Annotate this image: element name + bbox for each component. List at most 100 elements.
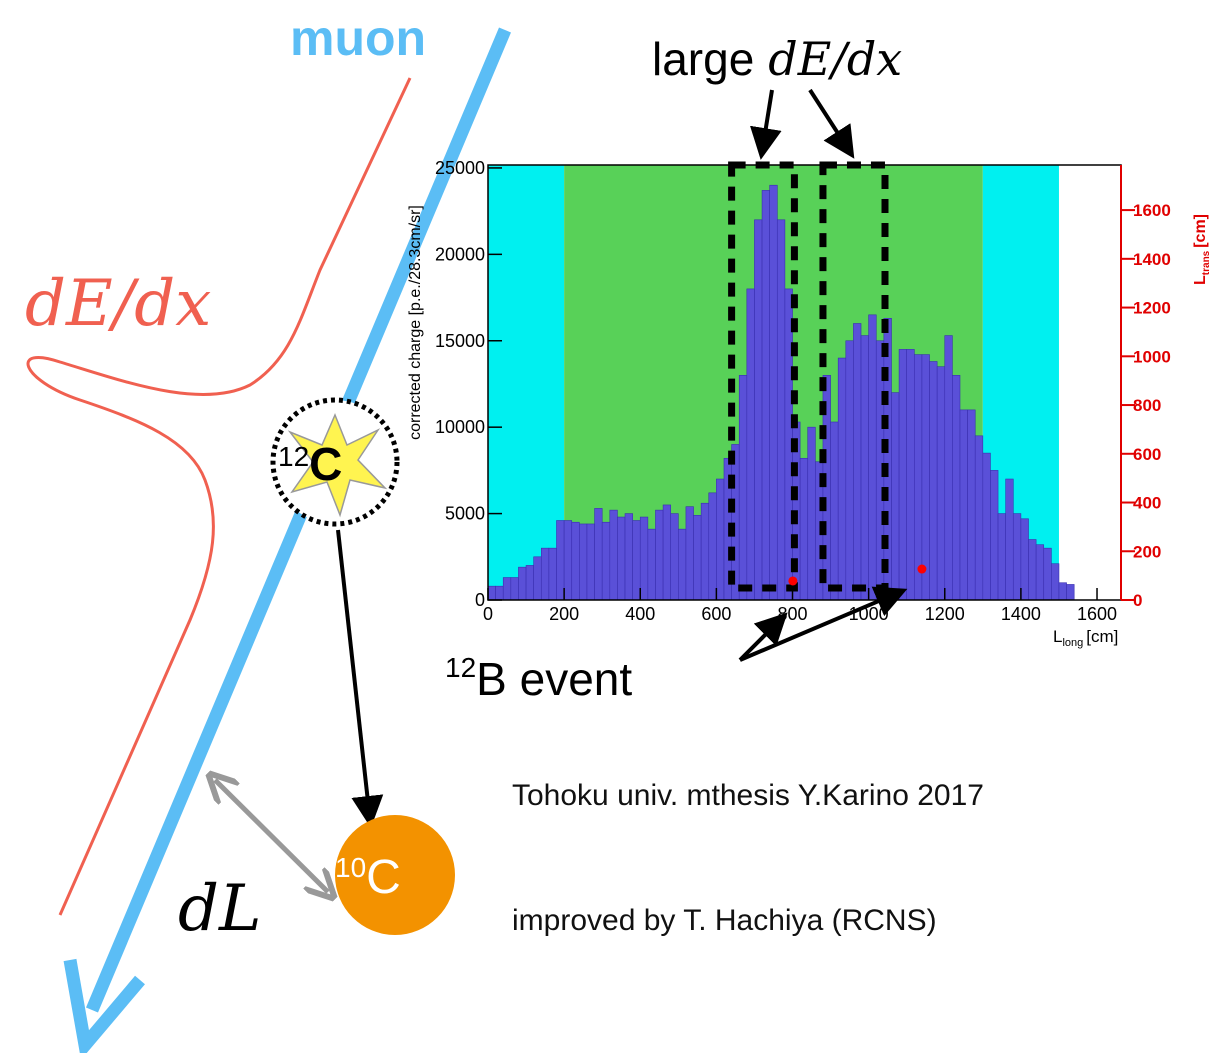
region: [488, 165, 564, 600]
y2-tick-label: 1400: [1133, 250, 1171, 269]
credit: improved by T. Hachiya (RCNS): [512, 904, 937, 937]
bar: [937, 367, 945, 600]
bar: [952, 375, 960, 600]
bar: [960, 410, 968, 600]
x-tick-label: 1200: [925, 604, 965, 624]
y2-tick-label: 200: [1133, 542, 1161, 561]
x-tick-label: 1600: [1077, 604, 1117, 624]
x-tick-label: 1400: [1001, 604, 1041, 624]
bar: [983, 453, 991, 600]
y-tick-label: 25000: [435, 158, 485, 178]
x-axis-label-main: L: [1053, 627, 1062, 646]
y2-axis-label-main: L: [1192, 275, 1209, 285]
bar: [541, 548, 549, 600]
y2-tick-label: 400: [1133, 494, 1161, 513]
bar: [930, 362, 938, 600]
bar: [572, 522, 580, 600]
bar: [1051, 564, 1059, 600]
bar: [686, 507, 694, 600]
bar: [907, 349, 915, 600]
bar: [602, 522, 610, 600]
bar: [1013, 514, 1021, 600]
bar: [496, 586, 504, 600]
bar: [648, 529, 656, 600]
y2-tick-label: 800: [1133, 396, 1161, 415]
bar: [1059, 583, 1067, 600]
x-tick-label: 200: [549, 604, 579, 624]
bar: [945, 336, 953, 600]
bar: [739, 375, 747, 600]
bar: [861, 336, 869, 600]
bar: [770, 185, 778, 600]
bar: [968, 410, 976, 600]
b12-label: 12B event: [445, 652, 632, 705]
bar: [891, 393, 899, 600]
b12-arrow: [740, 592, 900, 660]
bar: [564, 521, 572, 600]
y-tick-label: 10000: [435, 417, 485, 437]
x-axis-label: Llong[cm]: [1053, 627, 1118, 649]
bar: [800, 458, 808, 600]
bar: [1006, 479, 1014, 600]
bar: [678, 529, 686, 600]
y2-tick-label: 1600: [1133, 201, 1171, 220]
y2-tick-label: 600: [1133, 445, 1161, 464]
bar: [975, 436, 983, 600]
y-tick-label: 15000: [435, 331, 485, 351]
muon-label: muon: [290, 10, 426, 66]
bar: [747, 289, 755, 600]
y-axis-label: corrected charge [p.e./28.3cm/sr]: [407, 205, 424, 440]
dl-label: dL: [178, 872, 261, 946]
large-arrow: [762, 90, 772, 152]
bar: [587, 524, 595, 600]
bar: [709, 493, 717, 600]
y2-tick-label: 1000: [1133, 347, 1171, 366]
bar: [754, 220, 762, 600]
bar: [846, 341, 854, 600]
bar: [579, 524, 587, 600]
bar: [899, 349, 907, 600]
bar: [701, 503, 709, 600]
y2-axis-label-unit: [cm]: [1192, 214, 1209, 248]
b12-arrow: [740, 618, 782, 660]
chart: 0 200 400 600 800 1000 1200 1400 1600 0 5000 10000 1…: [407, 158, 1211, 649]
bar: [610, 510, 618, 600]
y2-tick-label: 1200: [1133, 299, 1171, 318]
dedx-label: dE/dx: [25, 267, 211, 341]
bar: [922, 355, 930, 600]
decay-arrow: [338, 530, 370, 820]
bar: [518, 567, 526, 600]
bar: [557, 521, 565, 600]
bar: [511, 578, 519, 600]
y2-axis-label: Ltrans[cm]: [1192, 214, 1211, 285]
bar: [998, 514, 1006, 600]
event-point: [917, 565, 926, 574]
bar: [625, 514, 633, 600]
bar: [488, 586, 496, 600]
bar: [671, 514, 679, 600]
bar: [914, 355, 922, 600]
bar: [595, 508, 603, 600]
bar: [503, 578, 511, 600]
x-tick-label: 600: [701, 604, 731, 624]
bar: [808, 427, 816, 600]
bar: [716, 479, 724, 600]
bar: [549, 548, 557, 600]
bar: [853, 323, 861, 600]
bar: [762, 190, 770, 600]
bar: [1044, 548, 1052, 600]
bar: [633, 521, 641, 600]
x-axis-label-unit: [cm]: [1086, 627, 1118, 646]
bar: [694, 515, 702, 600]
bar: [617, 517, 625, 600]
event-point: [788, 576, 797, 585]
y-tick-label: 0: [475, 590, 485, 610]
y-tick-label: 20000: [435, 244, 485, 264]
credit: Tohoku univ. mthesis Y.Karino 2017: [512, 779, 984, 812]
y2-tick-label: 0: [1133, 591, 1142, 610]
bar: [526, 565, 534, 600]
y-tick-label: 5000: [445, 504, 485, 524]
bar: [534, 557, 542, 600]
bar: [655, 510, 663, 600]
